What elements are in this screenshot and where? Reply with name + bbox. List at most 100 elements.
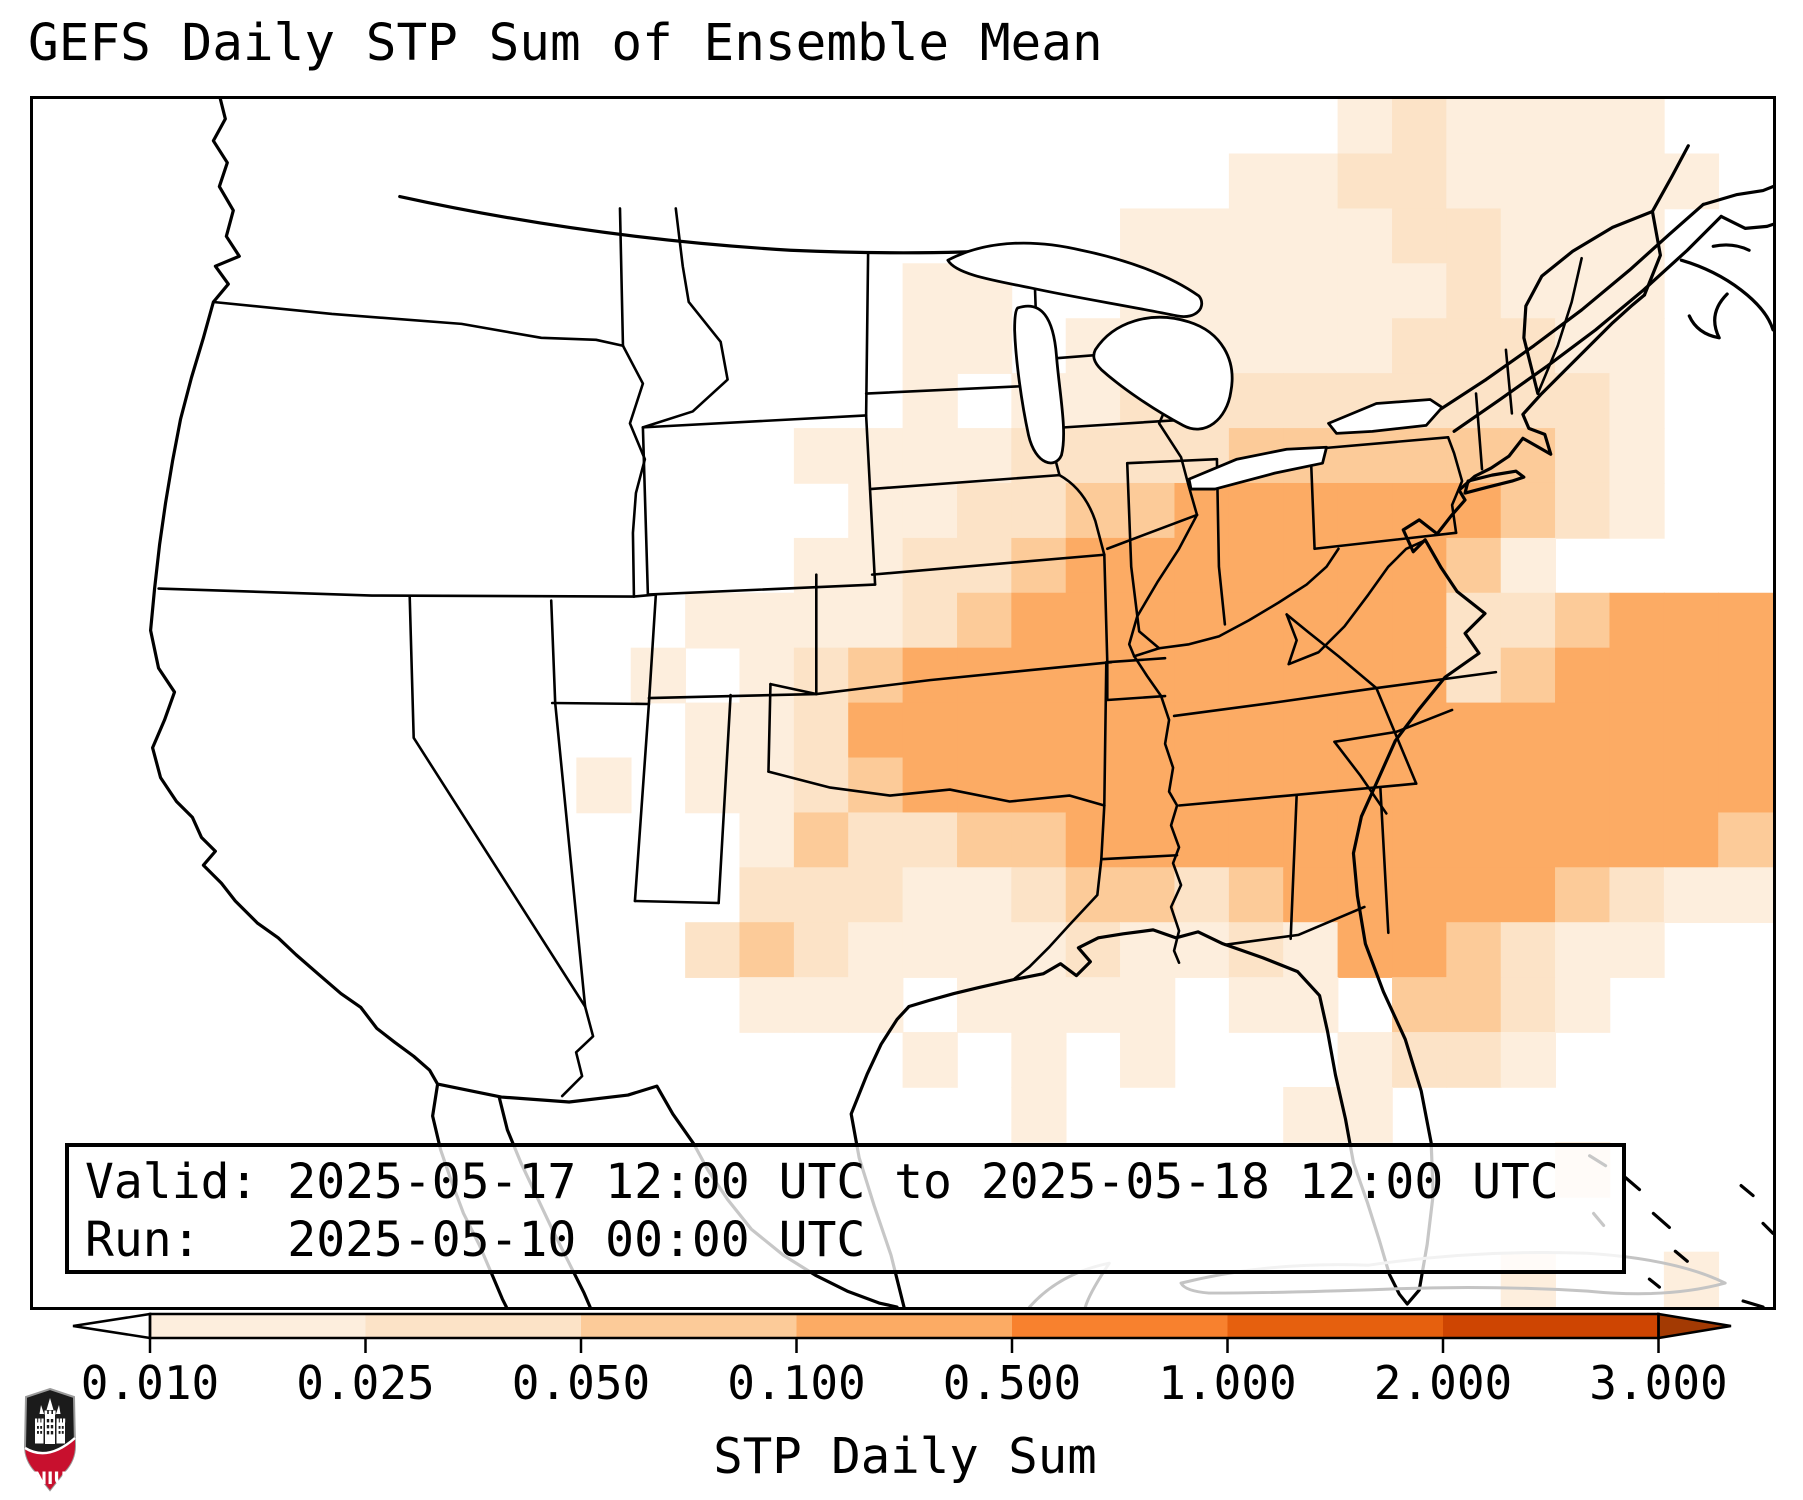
heat-cell [848, 757, 904, 814]
heat-cell [1337, 647, 1393, 704]
heat-cell [957, 922, 1013, 978]
heat-cell [1663, 867, 1720, 924]
heat-cell [902, 592, 958, 649]
heat-cell [1011, 537, 1067, 594]
lake-superior [946, 241, 1204, 319]
colorbar-segment [796, 1314, 1013, 1338]
heat-cell [1392, 1032, 1448, 1088]
heat-cell [902, 867, 958, 924]
colorbar-tick-label: 1.000 [1158, 1356, 1297, 1410]
heat-cell [1337, 1032, 1393, 1088]
nova-scotia-coast [1679, 243, 1773, 340]
colorbar-under-arrow [72, 1312, 152, 1340]
gulf-atlantic-coast [849, 293, 1647, 1307]
heat-cell [1392, 922, 1448, 978]
heat-cell [1174, 812, 1230, 869]
heat-cell [1283, 208, 1339, 265]
heat-cell [1337, 318, 1393, 374]
heat-cell [1500, 647, 1556, 704]
heat-cell [1500, 592, 1556, 649]
heat-cell [1392, 592, 1448, 649]
heat-cell [1718, 647, 1773, 704]
heat-cell [1228, 537, 1285, 594]
colorbar-outline [148, 1312, 1660, 1340]
heat-cell [1500, 208, 1556, 265]
heat-cell [1555, 153, 1611, 210]
heat-cell [1011, 702, 1067, 759]
heat-cell [739, 592, 795, 649]
great-lakes-layer [946, 241, 1444, 491]
heat-cell [1283, 153, 1339, 210]
us-map [149, 99, 1773, 1307]
pacific-coast [149, 99, 899, 1307]
heat-cell [1174, 208, 1230, 265]
heat-cell [739, 702, 795, 759]
heat-cell [1555, 647, 1611, 704]
heat-cell [1392, 977, 1448, 1033]
heat-cell [1120, 977, 1176, 1033]
heat-cell [1663, 592, 1720, 649]
run-time-text: Run: 2025-05-10 00:00 UTC [85, 1212, 866, 1268]
heat-cell [793, 537, 850, 594]
colorbar-segment [1227, 1314, 1444, 1338]
heat-cell [1663, 153, 1720, 210]
heat-cell [1500, 867, 1556, 924]
heat-cell [1337, 482, 1393, 539]
heat-cell [1011, 812, 1067, 869]
heat-cell [957, 702, 1013, 759]
st-lawrence-south-shore [1452, 214, 1723, 433]
heat-cell [1555, 702, 1611, 759]
heat-cell [1011, 1086, 1067, 1143]
heat-cell [1609, 428, 1665, 484]
heat-cell [1609, 812, 1665, 869]
heat-cell [739, 922, 795, 978]
castle-icon [35, 1398, 66, 1444]
heat-cell [1663, 702, 1720, 759]
heat-cell [1609, 373, 1665, 429]
heat-cell [1011, 482, 1067, 539]
lake-michigan [1013, 304, 1066, 465]
heat-cell [1011, 757, 1067, 814]
heat-cell [957, 318, 1013, 374]
heat-cell [685, 592, 741, 649]
heat-cell [1609, 867, 1665, 924]
colorbar [72, 1312, 1732, 1353]
heat-cell [1446, 592, 1502, 649]
heat-cell [1555, 99, 1611, 155]
heat-cell [848, 867, 904, 924]
colorbar-segment [365, 1314, 582, 1338]
heat-cell [1228, 263, 1285, 320]
heat-cell [1392, 428, 1448, 484]
heat-cell [957, 867, 1013, 924]
heat-cell [1718, 867, 1773, 924]
heat-cell [1174, 592, 1230, 649]
heat-cell [1555, 867, 1611, 924]
lake-huron [1092, 315, 1234, 431]
niu-shield-swoosh [24, 1437, 76, 1455]
heat-cell [1500, 1032, 1556, 1088]
heat-cell [1555, 428, 1611, 484]
heat-cell [1174, 647, 1230, 704]
heat-cell [1718, 592, 1773, 649]
heat-cell [1174, 922, 1230, 978]
heat-cell [793, 922, 850, 978]
niu-logo: NIU [23, 1387, 77, 1492]
heat-cell [902, 537, 958, 594]
heat-cell [1609, 922, 1665, 978]
heat-cell [793, 812, 850, 869]
heat-cell [1446, 702, 1502, 759]
heat-cell [793, 428, 850, 484]
heat-cell [1392, 263, 1448, 320]
niu-logo-text: NIU [33, 1469, 67, 1489]
heat-cell [1120, 757, 1176, 814]
page-title: GEFS Daily STP Sum of Ensemble Mean [28, 14, 1103, 73]
heat-cell [1663, 812, 1720, 869]
valid-run-info-box: Valid: 2025-05-17 12:00 UTC to 2025-05-1… [65, 1143, 1626, 1274]
colorbar-tick-label: 0.500 [942, 1356, 1082, 1410]
heat-cell [793, 867, 850, 924]
heat-cell [1337, 537, 1393, 594]
heat-cell [1283, 1086, 1339, 1143]
heat-cell [1555, 482, 1611, 539]
heat-cell [1337, 592, 1393, 649]
